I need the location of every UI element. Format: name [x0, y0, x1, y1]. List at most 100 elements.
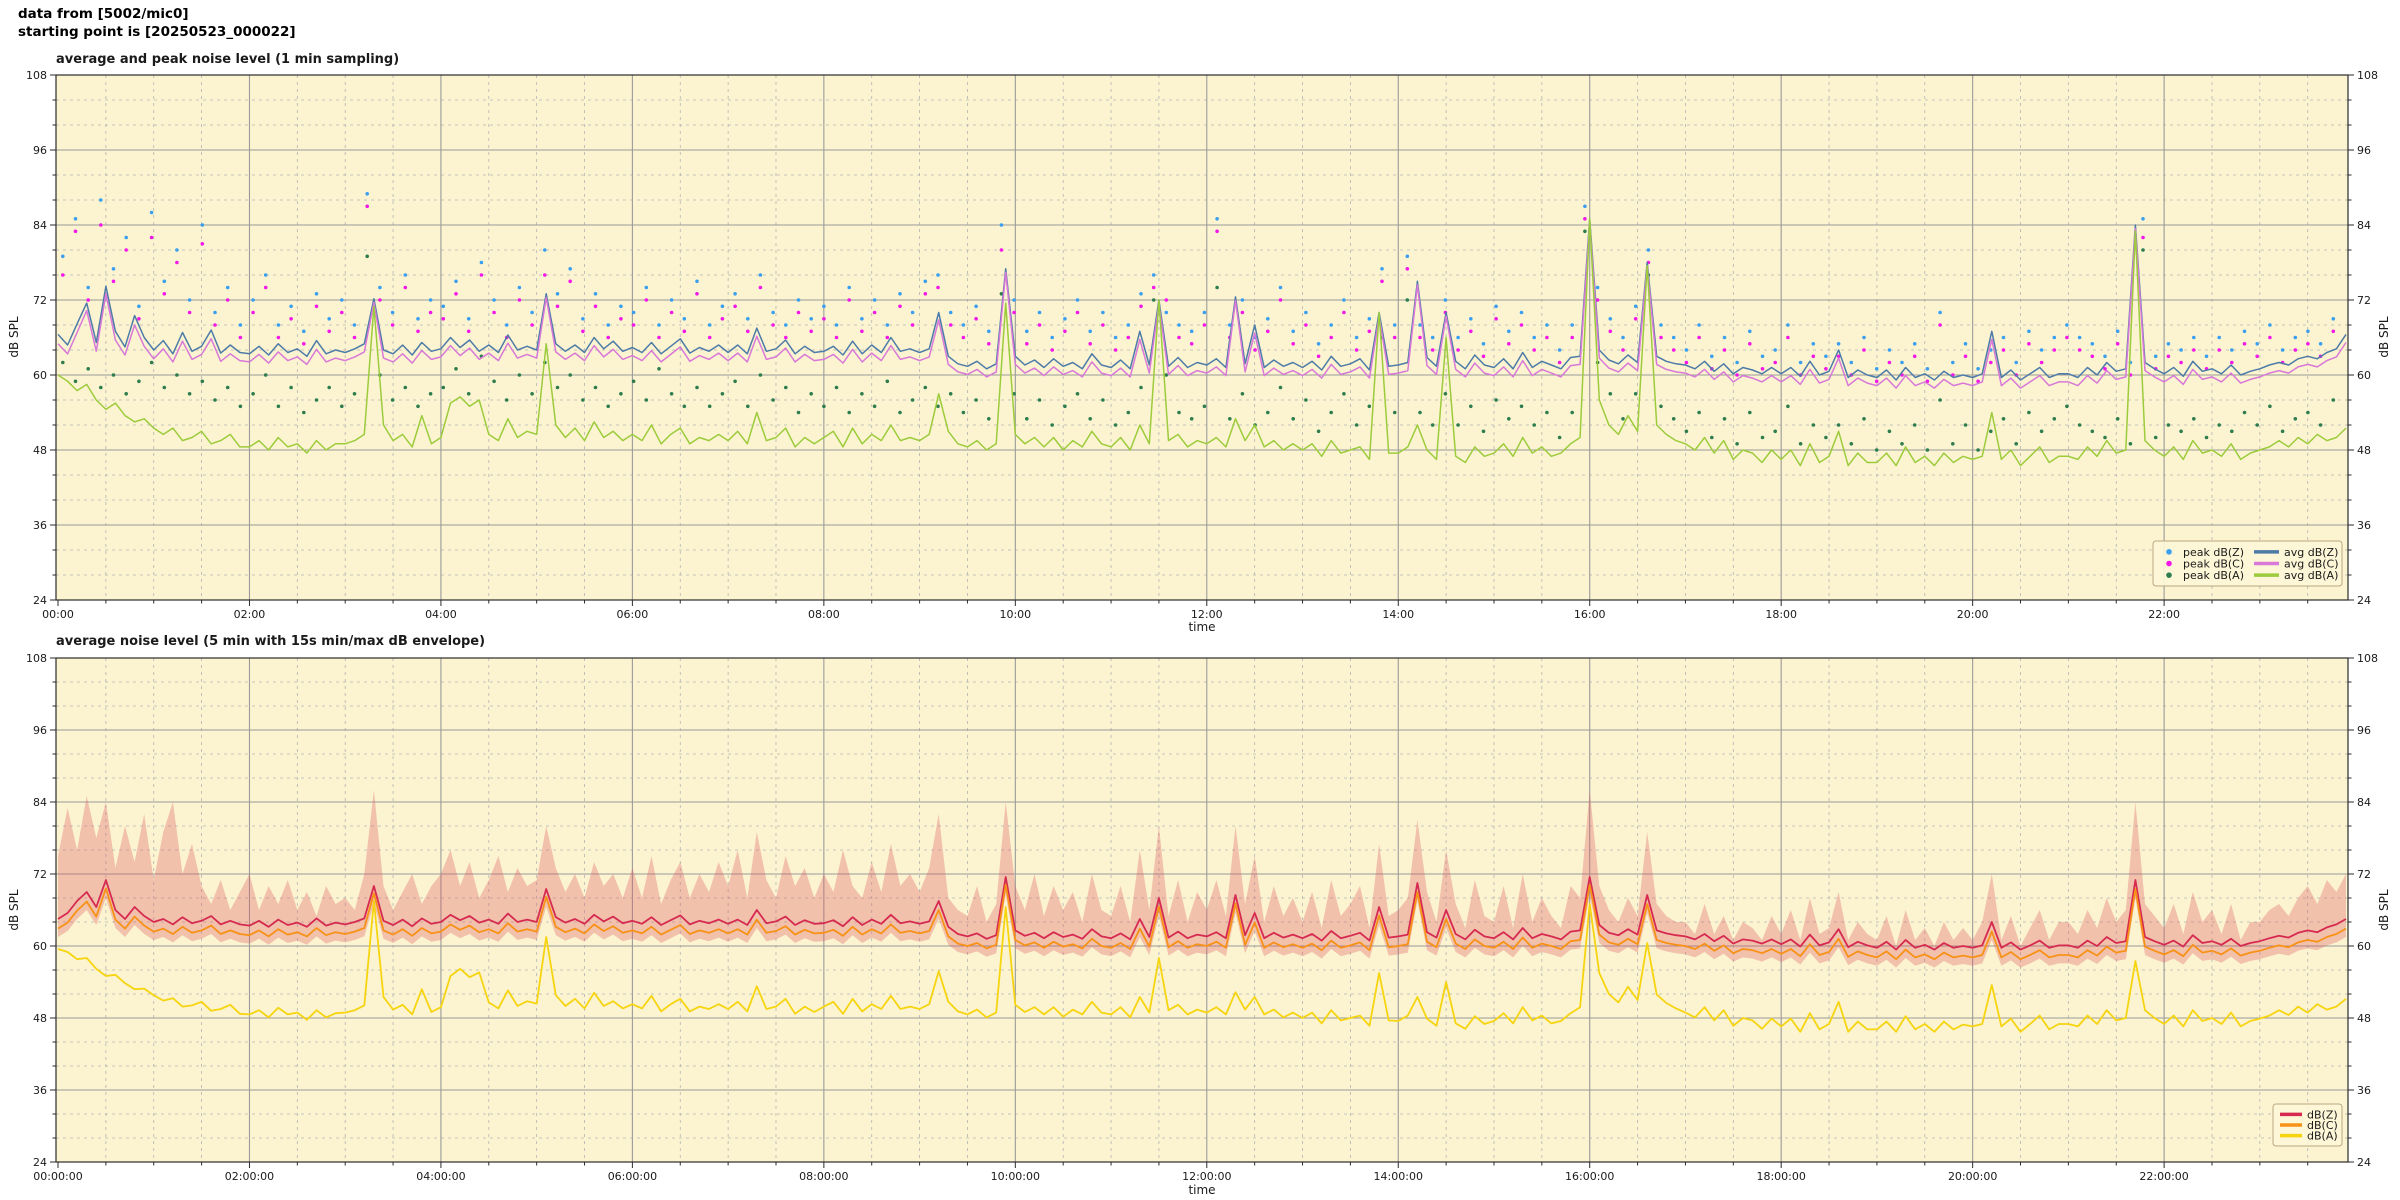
- scatter-point: [162, 385, 167, 390]
- scatter-point: [200, 223, 205, 227]
- scatter-point: [225, 298, 230, 302]
- scatter-point: [1392, 335, 1397, 340]
- scatter-point: [466, 317, 471, 321]
- scatter-point: [2331, 398, 2336, 402]
- scatter-point: [948, 323, 953, 327]
- scatter-point: [73, 379, 78, 384]
- scatter-point: [885, 323, 890, 327]
- scatter-point: [733, 379, 737, 384]
- x-tick-label: 06:00:00: [608, 1170, 657, 1183]
- scatter-point: [720, 317, 725, 321]
- scatter-point: [885, 335, 890, 340]
- scatter-point: [416, 404, 420, 409]
- scatter-point: [809, 317, 813, 321]
- scatter-point: [1595, 298, 1600, 302]
- y-tick-label: 24: [2357, 1156, 2371, 1169]
- scatter-point: [936, 285, 940, 290]
- scatter-point: [61, 254, 65, 259]
- scatter-point: [1253, 348, 1257, 352]
- scatter-point: [2027, 410, 2031, 415]
- scatter-point: [1570, 410, 1574, 415]
- scatter-point: [1215, 217, 1219, 221]
- scatter-point: [1430, 348, 1435, 352]
- scatter-point: [682, 329, 687, 334]
- scatter-point: [1151, 273, 1156, 277]
- scatter-point: [974, 317, 978, 321]
- scatter-point: [441, 317, 446, 321]
- scatter-point: [1456, 335, 1460, 340]
- scatter-point: [1278, 285, 1283, 290]
- scatter-point: [2001, 417, 2006, 421]
- scatter-point: [263, 285, 268, 290]
- scatter-point: [860, 317, 864, 321]
- scatter-point: [2192, 417, 2196, 421]
- scatter-point: [1735, 360, 1739, 365]
- scatter-point: [2014, 442, 2018, 446]
- scatter-point: [1050, 335, 1054, 340]
- x-tick-label: 18:00:00: [1756, 1170, 1805, 1183]
- scatter-point: [885, 379, 890, 384]
- scatter-point: [2230, 429, 2234, 434]
- scatter-point: [517, 285, 522, 290]
- scatter-point: [1354, 348, 1359, 352]
- scatter-point: [619, 392, 623, 396]
- scatter-point: [1938, 310, 1942, 315]
- scatter-point: [352, 392, 357, 396]
- scatter-point: [378, 285, 382, 290]
- scatter-point: [238, 335, 243, 340]
- scatter-point: [771, 398, 775, 402]
- scatter-point: [99, 385, 103, 390]
- scatter-point: [86, 367, 90, 371]
- scatter-point: [2255, 342, 2259, 346]
- y-tick-label: 96: [33, 144, 47, 157]
- scatter-point: [720, 304, 725, 309]
- scatter-point: [314, 304, 319, 309]
- scatter-point: [1989, 360, 1993, 365]
- scatter-point: [61, 360, 65, 365]
- scatter-point: [910, 323, 915, 327]
- scatter-point: [1862, 417, 1866, 421]
- scatter-point: [1824, 367, 1828, 371]
- scatter-point: [1710, 354, 1714, 359]
- scatter-point: [365, 204, 370, 209]
- plot-frame: [55, 74, 2349, 601]
- scatter-point: [1367, 404, 1372, 409]
- scatter-point: [1532, 348, 1536, 352]
- scatter-point: [1570, 335, 1574, 340]
- legend-label: avg dB(C): [2284, 558, 2339, 571]
- scatter-point: [504, 323, 509, 327]
- scatter-point: [1025, 329, 1029, 334]
- y-tick-label: 36: [33, 519, 47, 532]
- scatter-point: [746, 317, 750, 321]
- scatter-point: [1380, 267, 1384, 271]
- scatter-point: [644, 298, 649, 302]
- scatter-point: [1646, 248, 1651, 252]
- scatter-point: [2027, 329, 2031, 334]
- scatter-point: [2268, 335, 2272, 340]
- scatter-point: [1240, 310, 1245, 315]
- scatter-point: [517, 298, 522, 302]
- scatter-point: [1671, 335, 1676, 340]
- scatter-point: [1418, 323, 1422, 327]
- scatter-point: [1494, 317, 1498, 321]
- scatter-point: [200, 242, 205, 246]
- scatter-point: [1633, 304, 1638, 309]
- scatter-point: [2204, 435, 2209, 440]
- x-tick-label: 06:00: [617, 608, 649, 621]
- y-tick-label: 72: [2357, 868, 2371, 881]
- scatter-point: [466, 392, 471, 396]
- scatter-point: [73, 217, 78, 221]
- scatter-point: [2306, 410, 2310, 415]
- scatter-point: [1228, 323, 1232, 327]
- scatter-point: [695, 279, 699, 284]
- scatter-point: [327, 317, 332, 321]
- scatter-point: [1113, 335, 1118, 340]
- scatter-point: [378, 298, 382, 302]
- scatter-point: [987, 329, 991, 334]
- y-tick-label: 24: [2357, 594, 2371, 607]
- x-tick-label: 14:00: [1382, 608, 1414, 621]
- scatter-point: [1202, 404, 1207, 409]
- scatter-point: [1874, 379, 1879, 384]
- scatter-point: [2306, 329, 2310, 334]
- scatter-point: [1151, 298, 1156, 302]
